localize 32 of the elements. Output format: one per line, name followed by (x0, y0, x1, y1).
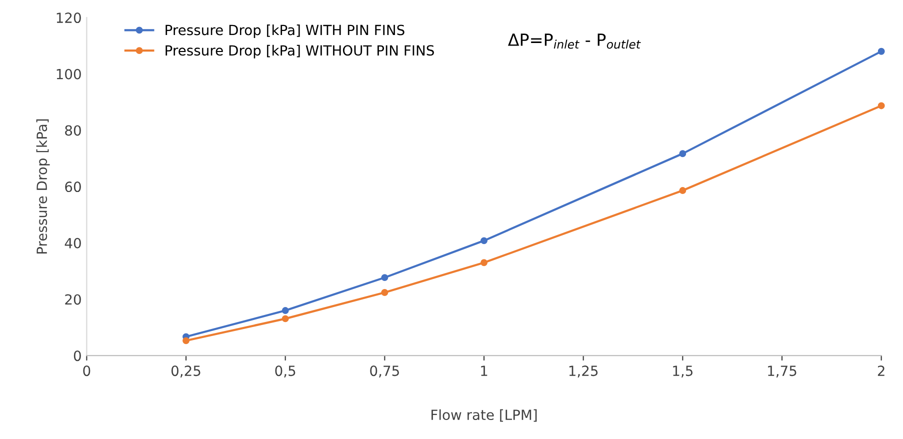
y-tick-label: 80 (65, 125, 81, 136)
point (282, 307, 289, 314)
point (878, 48, 885, 55)
legend-label: Pressure Drop [kPa] WITHOUT PIN FINS (166, 44, 434, 58)
y-tick-label: 100 (56, 68, 81, 80)
point (480, 259, 488, 266)
x-tick-label: 1,25 (569, 366, 598, 378)
y-tick-label: 120 (56, 12, 81, 24)
legend-label: Pressure Drop [kPa] WITH PIN FINS (166, 24, 404, 38)
point (679, 187, 686, 194)
point (480, 237, 488, 244)
point (182, 337, 190, 344)
y-tick-label: 0 (74, 350, 81, 362)
x-tick-label: 2 (878, 366, 884, 376)
x-tick-label: 0,75 (370, 366, 399, 378)
y-tick-label: 20 (65, 294, 81, 305)
point (878, 102, 885, 110)
point (679, 150, 686, 158)
point (381, 274, 388, 282)
x-axis-title: Flow rate [LPM] (432, 409, 537, 422)
x-tick-label: 0,5 (275, 366, 296, 378)
x-tick-label: 0 (83, 366, 90, 376)
x-tick-label: 1 (481, 366, 488, 376)
y-axis-title: Pressure Drop [kPa] (36, 119, 50, 254)
y-tick-label: 40 (64, 238, 81, 248)
point (381, 289, 388, 296)
x-tick-label: 0,25 (171, 366, 200, 378)
annotation: ΔP=P$_{inlet}$ - P$_{outlet}$ (508, 34, 641, 49)
point (282, 315, 289, 322)
x-tick-label: 1,5 (673, 366, 692, 378)
x-tick-label: 1,75 (768, 366, 796, 378)
y-tick-label: 60 (65, 182, 81, 192)
